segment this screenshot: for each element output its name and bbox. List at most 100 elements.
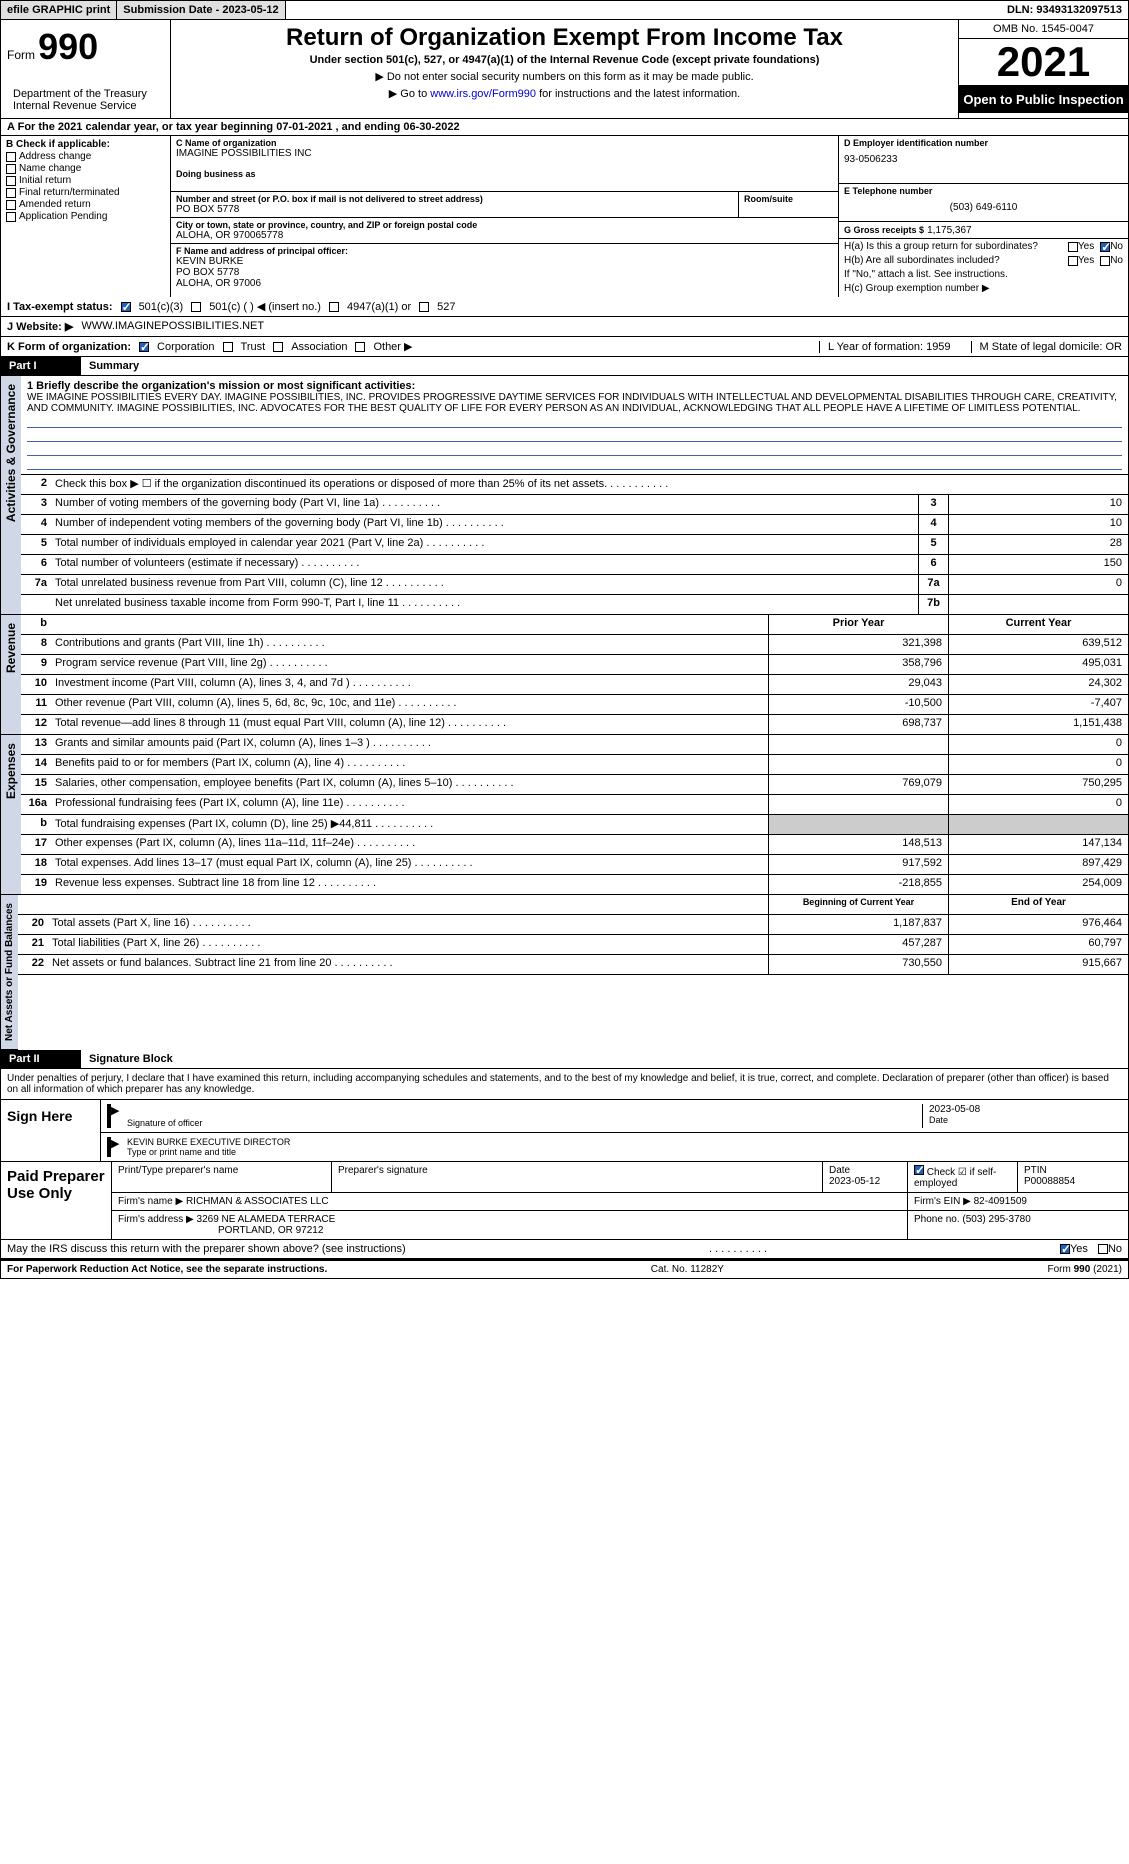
may-no[interactable] xyxy=(1098,1244,1108,1254)
vtab-expenses: Expenses xyxy=(0,735,21,895)
sig-declaration: Under penalties of perjury, I declare th… xyxy=(1,1069,1128,1099)
year-formation: L Year of formation: 1959 xyxy=(819,341,951,353)
hb-no[interactable] xyxy=(1100,256,1110,266)
data-line: 11Other revenue (Part VIII, column (A), … xyxy=(21,695,1128,715)
k-trust[interactable] xyxy=(223,342,233,352)
gov-line: 2Check this box ▶ ☐ if the organization … xyxy=(21,475,1128,495)
check-amended[interactable] xyxy=(6,200,16,210)
firm-ein: 82-4091509 xyxy=(974,1196,1027,1207)
k-assoc[interactable] xyxy=(273,342,283,352)
gov-line: 6Total number of volunteers (estimate if… xyxy=(21,555,1128,575)
gov-line: 3Number of voting members of the governi… xyxy=(21,495,1128,515)
sig-name-label: Type or print name and title xyxy=(127,1147,1122,1157)
i-501c3[interactable] xyxy=(121,302,131,312)
data-line: 15Salaries, other compensation, employee… xyxy=(21,775,1128,795)
firm-addr1: 3269 NE ALAMEDA TERRACE xyxy=(197,1214,336,1225)
street: PO BOX 5778 xyxy=(176,204,733,215)
prep-sig-label: Preparer's signature xyxy=(332,1162,823,1192)
check-name[interactable] xyxy=(6,164,16,174)
sig-date: 2023-05-08 xyxy=(929,1104,1116,1115)
part2-header: Part II Signature Block xyxy=(0,1050,1129,1069)
dept-treasury: Department of the Treasury Internal Reve… xyxy=(7,86,164,112)
k-other[interactable] xyxy=(355,342,365,352)
i-4947[interactable] xyxy=(329,302,339,312)
officer-name: KEVIN BURKE xyxy=(176,256,833,267)
prep-date: 2023-05-12 xyxy=(829,1176,880,1187)
ptin: P00088854 xyxy=(1024,1176,1075,1187)
phone-label: E Telephone number xyxy=(844,186,1123,196)
data-line: 14Benefits paid to or for members (Part … xyxy=(21,755,1128,775)
beg-year-head: Beginning of Current Year xyxy=(768,895,948,914)
ein: 93-0506233 xyxy=(844,154,1123,165)
k-corp[interactable] xyxy=(139,342,149,352)
ha-label: H(a) Is this a group return for subordin… xyxy=(844,241,1068,252)
form-title: Return of Organization Exempt From Incom… xyxy=(181,24,948,52)
data-line: 8Contributions and grants (Part VIII, li… xyxy=(21,635,1128,655)
gov-line: 4Number of independent voting members of… xyxy=(21,515,1128,535)
firm-name: RICHMAN & ASSOCIATES LLC xyxy=(186,1196,329,1207)
mission-text: WE IMAGINE POSSIBILITIES EVERY DAY. IMAG… xyxy=(27,392,1122,414)
may-yes[interactable] xyxy=(1060,1244,1070,1254)
data-line: 10Investment income (Part VIII, column (… xyxy=(21,675,1128,695)
top-bar: efile GRAPHIC print Submission Date - 20… xyxy=(0,0,1129,20)
self-employed-check[interactable] xyxy=(914,1165,924,1175)
gov-line: 7aTotal unrelated business revenue from … xyxy=(21,575,1128,595)
sig-officer-label: Signature of officer xyxy=(127,1118,922,1128)
hb-yes[interactable] xyxy=(1068,256,1078,266)
form-word: Form xyxy=(7,48,35,62)
i-527[interactable] xyxy=(419,302,429,312)
dln: DLN: 93493132097513 xyxy=(1001,1,1128,19)
data-line: 12Total revenue—add lines 8 through 11 (… xyxy=(21,715,1128,735)
i-501c[interactable] xyxy=(191,302,201,312)
vtab-activities: Activities & Governance xyxy=(0,376,21,615)
instruction-1: ▶ Do not enter social security numbers o… xyxy=(181,70,948,83)
data-line: 19Revenue less expenses. Subtract line 1… xyxy=(21,875,1128,895)
check-initial[interactable] xyxy=(6,176,16,186)
hb-label: H(b) Are all subordinates included? xyxy=(844,255,1068,266)
city-label: City or town, state or province, country… xyxy=(176,220,833,230)
irs-link[interactable]: www.irs.gov/Form990 xyxy=(430,88,536,100)
current-year-head: Current Year xyxy=(948,615,1128,634)
footer: For Paperwork Reduction Act Notice, see … xyxy=(0,1259,1129,1279)
data-line: 9Program service revenue (Part VIII, lin… xyxy=(21,655,1128,675)
row-j: J Website: ▶ WWW.IMAGINEPOSSIBILITIES.NE… xyxy=(0,317,1129,337)
ein-label: D Employer identification number xyxy=(844,138,1123,148)
tax-year: 2021 xyxy=(959,39,1128,86)
data-line: 17Other expenses (Part IX, column (A), l… xyxy=(21,835,1128,855)
open-to-public: Open to Public Inspection xyxy=(959,86,1128,113)
col-b: B Check if applicable: Address change Na… xyxy=(1,136,171,297)
prior-year-head: Prior Year xyxy=(768,615,948,634)
check-final[interactable] xyxy=(6,188,16,198)
data-line: 18Total expenses. Add lines 13–17 (must … xyxy=(21,855,1128,875)
form-header: Form 990 Department of the Treasury Inte… xyxy=(0,20,1129,119)
vtab-netassets: Net Assets or Fund Balances xyxy=(0,895,18,1050)
website: WWW.IMAGINEPOSSIBILITIES.NET xyxy=(81,320,264,333)
ha-yes[interactable] xyxy=(1068,242,1078,252)
end-year-head: End of Year xyxy=(948,895,1128,914)
row-a: A For the 2021 calendar year, or tax yea… xyxy=(0,119,1129,136)
efile-print-button[interactable]: efile GRAPHIC print xyxy=(1,1,117,19)
city: ALOHA, OR 970065778 xyxy=(176,230,833,241)
self-emp-label: Check ☑ if self-employed xyxy=(914,1167,996,1189)
data-line: 20Total assets (Part X, line 16)1,187,83… xyxy=(18,915,1128,935)
check-pending[interactable] xyxy=(6,212,16,222)
may-irs-row: May the IRS discuss this return with the… xyxy=(0,1240,1129,1259)
data-line: 22Net assets or fund balances. Subtract … xyxy=(18,955,1128,975)
row-k: K Form of organization: Corporation Trus… xyxy=(0,337,1129,357)
firm-phone: (503) 295-3780 xyxy=(962,1214,1030,1225)
org-name: IMAGINE POSSIBILITIES INC xyxy=(176,148,833,159)
ha-no[interactable] xyxy=(1100,242,1110,252)
officer-label: F Name and address of principal officer: xyxy=(176,246,833,256)
officer-addr1: PO BOX 5778 xyxy=(176,267,833,278)
sig-name: KEVIN BURKE EXECUTIVE DIRECTOR xyxy=(127,1137,1122,1147)
data-line: bTotal fundraising expenses (Part IX, co… xyxy=(21,815,1128,835)
gov-line: 5Total number of individuals employed in… xyxy=(21,535,1128,555)
hc-label: H(c) Group exemption number ▶ xyxy=(844,283,1123,294)
officer-addr2: ALOHA, OR 97006 xyxy=(176,278,833,289)
form-subtitle: Under section 501(c), 527, or 4947(a)(1)… xyxy=(181,54,948,66)
sign-here: Sign Here xyxy=(1,1100,101,1161)
gov-line: Net unrelated business taxable income fr… xyxy=(21,595,1128,615)
instruction-2: ▶ Go to www.irs.gov/Form990 for instruct… xyxy=(181,87,948,100)
check-address[interactable] xyxy=(6,152,16,162)
row-i: I Tax-exempt status: 501(c)(3) 501(c) ( … xyxy=(0,297,1129,317)
